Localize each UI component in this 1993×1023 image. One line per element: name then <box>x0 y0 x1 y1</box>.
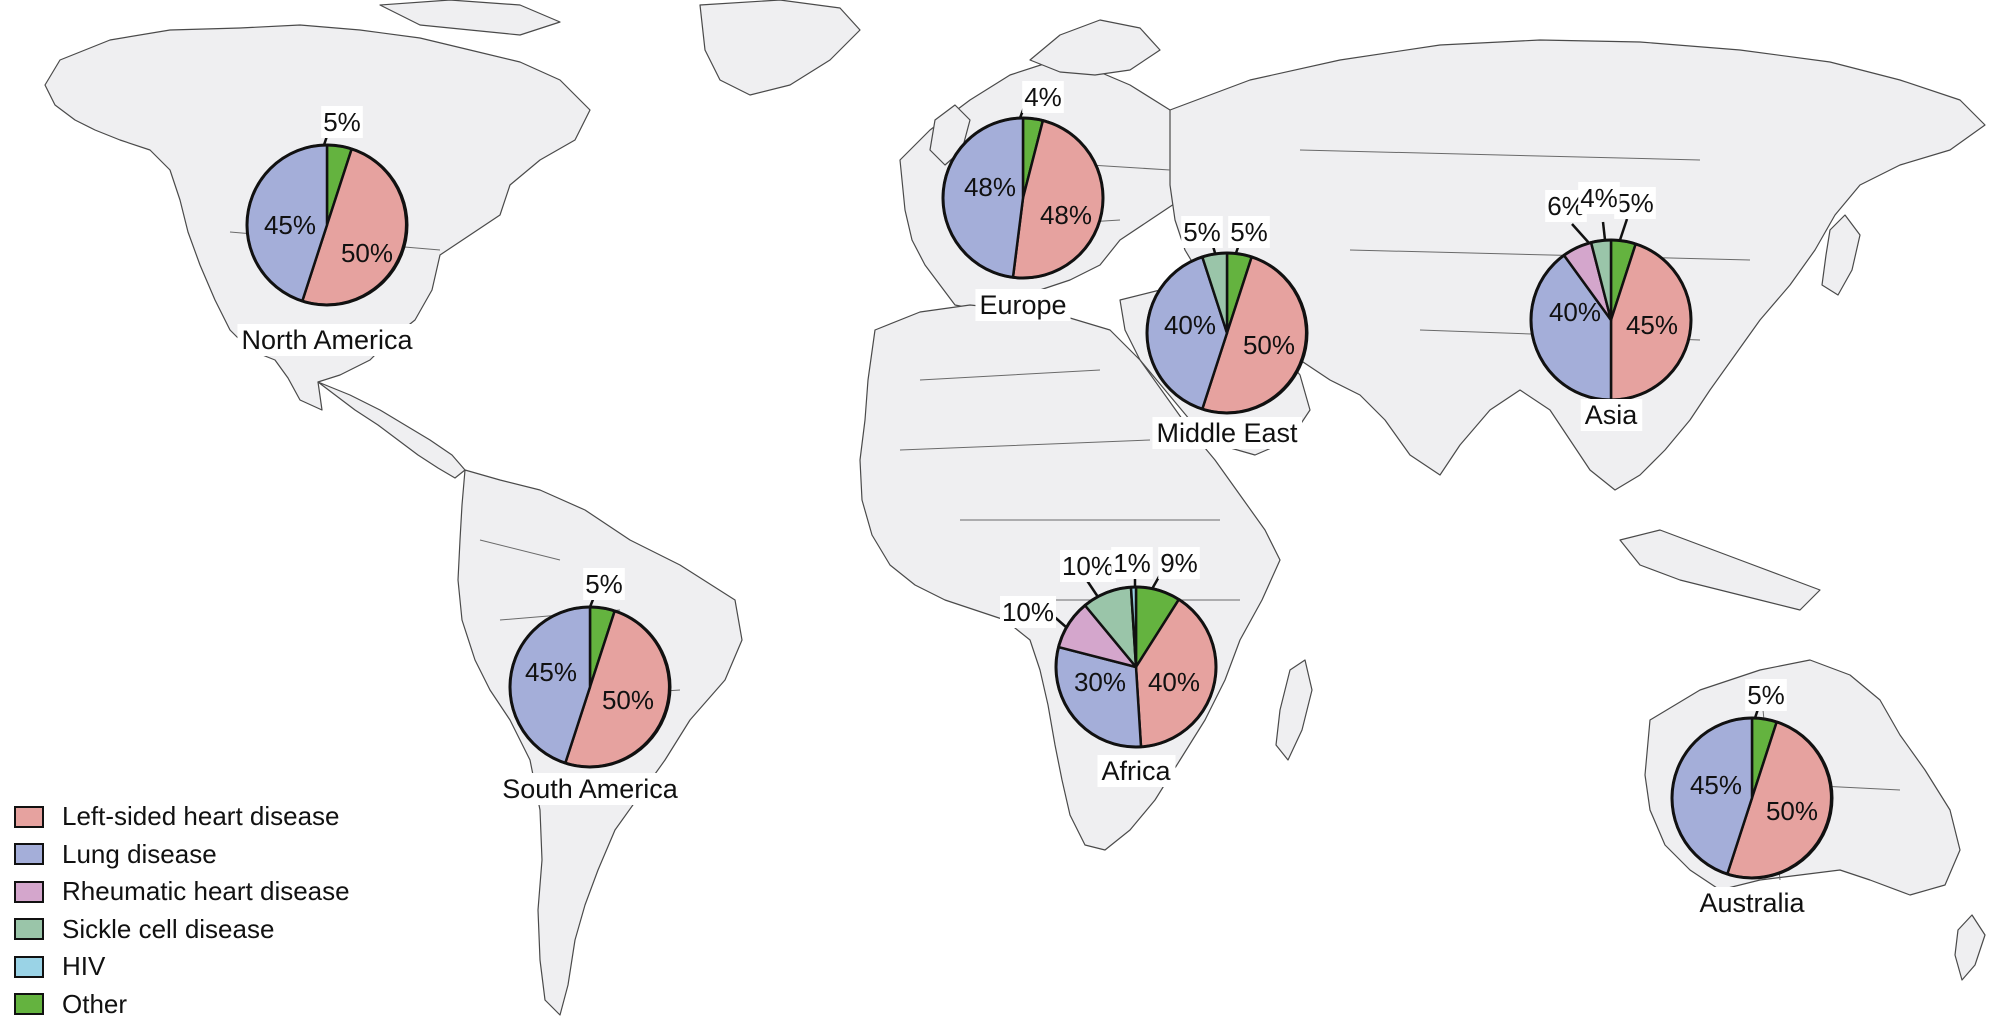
legend-swatch-sickle <box>14 918 44 940</box>
region-label-north-america: North America <box>241 325 413 355</box>
slice-label-europe-lung-disease: 48% <box>964 172 1016 202</box>
legend-swatch-rheumatic <box>14 881 44 903</box>
slice-label-africa-left-sided-heart-disease-group: 40% <box>1148 667 1200 697</box>
slice-label-middle-east-lung-disease: 40% <box>1164 310 1216 340</box>
land-central-america <box>318 382 465 478</box>
slice-label-europe-other-group: 4% <box>1022 81 1064 113</box>
slice-label-asia-sickle-cell-disease: 4% <box>1580 183 1618 213</box>
slice-label-middle-east-lung-disease-group: 40% <box>1164 310 1216 340</box>
slice-label-middle-east-left-sided-heart-disease-group: 50% <box>1243 330 1295 360</box>
land-new-zealand <box>1955 915 1985 980</box>
region-label-south-america-group: South America <box>498 773 683 805</box>
slice-label-australia-other: 5% <box>1747 680 1785 710</box>
region-label-asia: Asia <box>1585 400 1639 430</box>
region-label-europe-group: Europe <box>975 289 1070 321</box>
legend-item-other: Other <box>14 986 350 1023</box>
land-arctic-islands <box>380 0 560 35</box>
legend-label-lung: Lung disease <box>62 839 217 870</box>
slice-label-asia-other: 5% <box>1616 188 1654 218</box>
slice-label-north-america-other: 5% <box>323 107 361 137</box>
slice-label-asia-sickle-cell-disease-group: 4% <box>1578 182 1620 214</box>
legend-swatch-hiv <box>14 956 44 978</box>
legend-item-rheumatic: Rheumatic heart disease <box>14 873 350 911</box>
legend: Left-sided heart disease Lung disease Rh… <box>14 798 350 1023</box>
slice-label-south-america-lung-disease: 45% <box>525 657 577 687</box>
slice-label-africa-sickle-cell-disease-group: 10% <box>1060 550 1116 582</box>
legend-label-sickle: Sickle cell disease <box>62 914 274 945</box>
slice-label-africa-left-sided-heart-disease: 40% <box>1148 667 1200 697</box>
slice-label-africa-sickle-cell-disease: 10% <box>1062 551 1114 581</box>
slice-label-north-america-left-sided-heart-disease: 50% <box>341 238 393 268</box>
slice-label-africa-rheumatic-heart-disease: 10% <box>1002 597 1054 627</box>
region-label-europe: Europe <box>979 290 1066 320</box>
slice-label-africa-rheumatic-heart-disease-group: 10% <box>1000 596 1056 628</box>
slice-label-australia-lung-disease: 45% <box>1690 770 1742 800</box>
slice-label-south-america-left-sided-heart-disease: 50% <box>602 685 654 715</box>
legend-label-left-sided: Left-sided heart disease <box>62 801 340 832</box>
legend-item-sickle: Sickle cell disease <box>14 911 350 949</box>
legend-label-hiv: HIV <box>62 951 105 982</box>
slice-label-asia-lung-disease: 40% <box>1549 297 1601 327</box>
slice-label-africa-lung-disease: 30% <box>1074 667 1126 697</box>
slice-label-middle-east-other-group: 5% <box>1228 216 1270 248</box>
region-label-middle-east-group: Middle East <box>1152 417 1302 449</box>
slice-label-europe-lung-disease-group: 48% <box>964 172 1016 202</box>
slice-label-asia-left-sided-heart-disease: 45% <box>1626 310 1678 340</box>
legend-item-hiv: HIV <box>14 948 350 986</box>
slice-label-europe-left-sided-heart-disease-group: 48% <box>1040 200 1092 230</box>
region-label-south-america: South America <box>502 774 679 804</box>
slice-label-africa-hiv: 1% <box>1113 548 1151 578</box>
legend-label-rheumatic: Rheumatic heart disease <box>62 876 350 907</box>
land-madagascar <box>1276 660 1312 760</box>
region-label-middle-east: Middle East <box>1156 418 1298 448</box>
region-label-africa-group: Africa <box>1097 755 1175 787</box>
region-label-australia: Australia <box>1699 888 1805 918</box>
land-scandinavia <box>1030 20 1160 75</box>
slice-label-middle-east-other: 5% <box>1230 217 1268 247</box>
slice-label-africa-lung-disease-group: 30% <box>1074 667 1126 697</box>
slice-label-australia-left-sided-heart-disease: 50% <box>1766 796 1818 826</box>
slice-label-europe-other: 4% <box>1024 82 1062 112</box>
slice-label-north-america-other-group: 5% <box>321 106 363 138</box>
legend-item-left-sided: Left-sided heart disease <box>14 798 350 836</box>
slice-label-asia-left-sided-heart-disease-group: 45% <box>1626 310 1678 340</box>
slice-label-asia-other-group: 5% <box>1614 187 1656 219</box>
slice-label-middle-east-sickle-cell-disease-group: 5% <box>1181 216 1223 248</box>
slice-label-australia-left-sided-heart-disease-group: 50% <box>1766 796 1818 826</box>
slice-label-middle-east-left-sided-heart-disease: 50% <box>1243 330 1295 360</box>
slice-label-south-america-other: 5% <box>585 569 623 599</box>
region-label-africa: Africa <box>1101 756 1171 786</box>
legend-swatch-lung <box>14 843 44 865</box>
legend-swatch-other <box>14 993 44 1015</box>
slice-label-africa-other-group: 9% <box>1158 547 1200 579</box>
slice-label-africa-other: 9% <box>1160 548 1198 578</box>
slice-label-south-america-other-group: 5% <box>583 568 625 600</box>
slice-label-europe-left-sided-heart-disease: 48% <box>1040 200 1092 230</box>
legend-swatch-left-sided <box>14 806 44 828</box>
region-label-asia-group: Asia <box>1581 399 1643 431</box>
legend-label-other: Other <box>62 989 127 1020</box>
slice-label-north-america-lung-disease: 45% <box>264 210 316 240</box>
region-label-australia-group: Australia <box>1695 887 1809 919</box>
region-label-north-america-group: North America <box>237 324 417 356</box>
land-greenland <box>700 0 860 95</box>
land-southeast-asia-islands <box>1620 530 1820 610</box>
slice-label-north-america-lung-disease-group: 45% <box>264 210 316 240</box>
legend-item-lung: Lung disease <box>14 836 350 874</box>
slice-label-south-america-lung-disease-group: 45% <box>525 657 577 687</box>
slice-label-north-america-left-sided-heart-disease-group: 50% <box>341 238 393 268</box>
slice-label-middle-east-sickle-cell-disease: 5% <box>1183 217 1221 247</box>
slice-label-africa-hiv-group: 1% <box>1111 547 1153 579</box>
slice-label-asia-lung-disease-group: 40% <box>1549 297 1601 327</box>
slice-label-australia-lung-disease-group: 45% <box>1690 770 1742 800</box>
slice-label-south-america-left-sided-heart-disease-group: 50% <box>602 685 654 715</box>
slice-label-australia-other-group: 5% <box>1745 679 1787 711</box>
